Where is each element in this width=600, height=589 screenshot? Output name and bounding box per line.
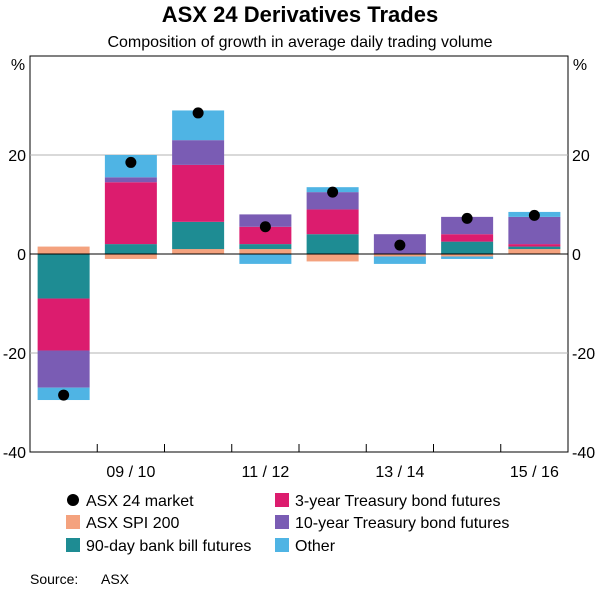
- bars: [37, 110, 561, 401]
- legend-label: 3-year Treasury bond futures: [295, 493, 500, 510]
- bar-segment: [508, 246, 561, 250]
- market-marker: [125, 156, 137, 168]
- bar-segment: [508, 216, 561, 245]
- legend-swatch: [275, 493, 289, 507]
- x-tick-label: 09 / 10: [106, 464, 155, 481]
- chart-title: ASX 24 Derivatives Trades: [162, 2, 438, 27]
- legend-label: 10-year Treasury bond futures: [295, 515, 509, 532]
- chart-subtitle: Composition of growth in average daily t…: [107, 34, 492, 51]
- y-axis-left: -40 -20 0 20: [3, 148, 26, 462]
- bar-segment: [104, 177, 157, 183]
- source-label: Source:: [30, 571, 78, 587]
- x-tick-label: 13 / 14: [375, 464, 424, 481]
- bar-segment: [172, 140, 225, 165]
- x-axis: 09 / 10 11 / 12 13 / 14 15 / 16: [29, 444, 569, 481]
- y-axis-unit-right: %: [573, 57, 587, 74]
- bar-segment: [441, 216, 494, 235]
- y-tick-label-right: -20: [572, 346, 595, 363]
- y-axis-unit-left: %: [11, 57, 25, 74]
- bar-segment: [306, 209, 359, 235]
- source-value: ASX: [101, 571, 130, 587]
- market-marker: [394, 239, 406, 251]
- bar-segment: [508, 244, 561, 247]
- x-tick-label: 15 / 16: [510, 464, 559, 481]
- market-marker: [259, 221, 271, 233]
- market-marker: [528, 209, 540, 221]
- bar-segment: [306, 254, 359, 262]
- bar-segment: [37, 254, 90, 299]
- bar-segment: [172, 249, 225, 254]
- bar-segment: [441, 256, 494, 259]
- bar-segment: [373, 254, 426, 257]
- legend-swatch: [66, 515, 80, 529]
- market-marker: [58, 389, 70, 401]
- bar-segment: [239, 226, 292, 245]
- bar-segment: [104, 182, 157, 245]
- legend-swatch: [67, 494, 79, 506]
- bar-segment: [37, 298, 90, 351]
- bar-segment: [239, 244, 292, 250]
- legend-label: ASX SPI 200: [86, 515, 179, 532]
- legend-swatch: [66, 538, 80, 552]
- y-tick-label-right: 20: [572, 148, 590, 165]
- plot-area: [29, 55, 569, 453]
- bar-segment: [172, 221, 225, 250]
- market-marker: [461, 212, 473, 224]
- y-tick-label-right: -40: [572, 445, 595, 462]
- bar-segment: [441, 254, 494, 257]
- markers: [58, 107, 540, 401]
- bar-segment: [508, 249, 561, 254]
- y-tick-label-left: 20: [8, 148, 26, 165]
- x-tick-label: 11 / 12: [242, 464, 290, 481]
- bar-segment: [441, 241, 494, 254]
- bar-segment: [37, 246, 90, 254]
- bar-segment: [37, 350, 90, 388]
- legend-label: ASX 24 market: [86, 493, 194, 510]
- bar-segment: [104, 244, 157, 254]
- bar-segment: [239, 254, 292, 264]
- market-marker: [192, 107, 204, 119]
- bar-segment: [306, 192, 359, 210]
- bar-segment: [104, 254, 157, 259]
- legend: ASX 24 market 3-year Treasury bond future…: [66, 493, 509, 555]
- bar-segment: [239, 249, 292, 254]
- bar-segment: [239, 214, 292, 227]
- legend-swatch: [275, 538, 289, 552]
- legend-label: 90-day bank bill futures: [86, 538, 251, 555]
- bar-segment: [441, 234, 494, 242]
- legend-swatch: [275, 515, 289, 529]
- y-tick-label-left: -40: [3, 445, 26, 462]
- bar-segment: [373, 256, 426, 264]
- y-tick-label-left: 0: [17, 247, 26, 264]
- legend-label: Other: [295, 538, 336, 555]
- market-marker: [327, 186, 339, 198]
- bar-segment: [306, 234, 359, 254]
- y-tick-label-left: -20: [3, 346, 26, 363]
- y-tick-label-right: 0: [572, 247, 581, 264]
- y-axis-right: -40 -20 0 20: [572, 148, 595, 462]
- bar-segment: [172, 164, 225, 222]
